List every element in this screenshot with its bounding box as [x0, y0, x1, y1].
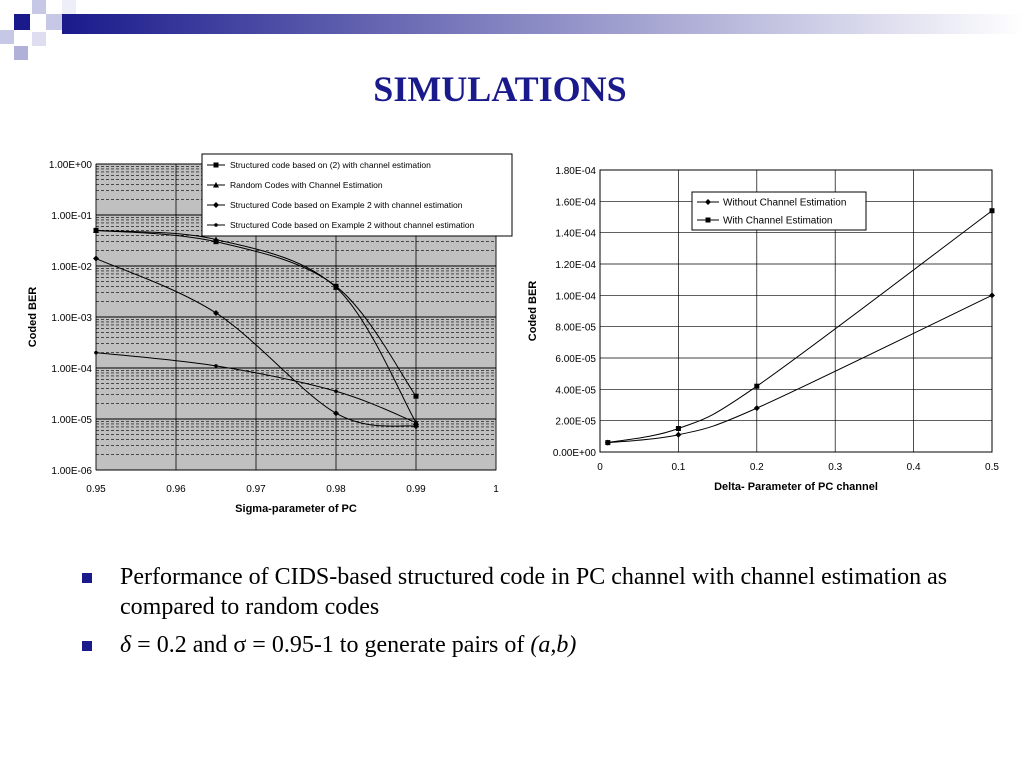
legend-marker — [705, 217, 711, 223]
y-tick-label: 1.00E-06 — [51, 466, 92, 477]
bullet-text: = 0.2 and σ = 0.95-1 to generate pairs o… — [131, 632, 531, 658]
series-2 — [93, 227, 419, 426]
series-3 — [93, 255, 419, 430]
legend-marker — [214, 223, 218, 227]
series-2 — [605, 208, 995, 446]
legend-box — [201, 153, 513, 237]
ber-vs-delta-chart: 0.00E+00 2.00E-05 4.00E-05 6.00E-05 8.00E-05… — [527, 166, 999, 493]
bullet-square-icon — [82, 573, 92, 583]
delta-symbol: δ — [120, 632, 132, 658]
data-point — [213, 309, 219, 316]
bullet-list: Performance of CIDS-based structured cod… — [82, 562, 982, 668]
deco-square — [32, 0, 46, 14]
series-line — [95, 352, 417, 424]
y-tick-label: 1.00E+00 — [49, 160, 93, 171]
x-tick-label: 0 — [597, 462, 603, 473]
y-axis-label: Coded BER — [527, 281, 539, 342]
series-line — [95, 229, 417, 397]
x-tick-label: 0.98 — [326, 484, 346, 495]
x-tick-label: 0.1 — [671, 462, 685, 473]
deco-square — [14, 46, 28, 60]
data-point — [334, 389, 338, 394]
data-point — [754, 383, 760, 389]
y-tick-label: 1.20E-04 — [555, 260, 596, 271]
legend-entry: Without Channel Estimation — [723, 198, 846, 209]
pair-ab: (a,b) — [530, 632, 577, 658]
ber-vs-sigma-chart: 1.00E+00 1.00E-01 1.00E-02 1.00E-03 1.00E-04… — [27, 153, 513, 515]
x-tick-label: 0.5 — [985, 462, 999, 473]
legend-entry: Random Codes with Channel Estimation — [230, 180, 383, 190]
data-point — [93, 255, 99, 262]
y-tick-label: 1.00E-02 — [51, 262, 92, 273]
legend: Structured code based on (2) with channe… — [201, 153, 513, 237]
data-point — [605, 440, 611, 446]
data-point — [333, 410, 339, 417]
series-4 — [94, 350, 418, 425]
series-line — [95, 258, 417, 427]
y-tick-label: 4.00E-05 — [555, 385, 596, 396]
deco-square — [0, 30, 14, 44]
y-tick-label: 1.00E-03 — [51, 313, 92, 324]
deco-square — [32, 32, 46, 46]
legend-entry: Structured Code based on Example 2 witho… — [230, 220, 475, 230]
data-point — [989, 292, 995, 299]
data-point — [989, 208, 995, 214]
data-point — [675, 426, 681, 431]
data-point — [414, 420, 418, 425]
legend-marker — [213, 202, 219, 208]
bullet-item: Performance of CIDS-based structured cod… — [82, 562, 982, 622]
data-point — [413, 393, 419, 399]
data-point — [675, 431, 682, 438]
legend-entry: Structured code based on (2) with channe… — [230, 160, 431, 170]
x-axis-label: Delta- Parameter of PC channel — [714, 481, 878, 493]
x-tick-label: 0.96 — [166, 484, 186, 495]
data-point — [753, 405, 760, 412]
legend-entry: Structured Code based on Example 2 with … — [230, 200, 463, 210]
deco-square — [14, 14, 30, 30]
y-tick-label: 2.00E-05 — [555, 417, 596, 428]
legend-entry: With Channel Estimation — [723, 216, 833, 227]
x-axis-label: Sigma-parameter of PC — [235, 503, 357, 515]
y-tick-label: 8.00E-05 — [555, 323, 596, 334]
y-axis-label: Coded BER — [27, 287, 39, 348]
bullet-text: Performance of CIDS-based structured cod… — [120, 564, 948, 620]
series-line — [607, 210, 993, 444]
bullet-item: δ = 0.2 and σ = 0.95-1 to generate pairs… — [82, 630, 982, 660]
y-tick-label: 1.60E-04 — [555, 197, 596, 208]
y-tick-label: 0.00E+00 — [553, 448, 597, 459]
x-tick-label: 0.97 — [246, 484, 266, 495]
legend: Without Channel Estimation With Channel E… — [691, 191, 867, 231]
series-line — [95, 229, 417, 423]
x-tick-label: 0.3 — [828, 462, 842, 473]
legend-marker — [213, 162, 219, 168]
data-point — [333, 284, 339, 290]
y-tick-label: 1.00E-01 — [51, 211, 92, 222]
x-tick-label: 0.99 — [406, 484, 426, 495]
bullet-square-icon — [82, 641, 92, 651]
data-point — [214, 364, 218, 368]
legend-box — [691, 191, 867, 231]
y-tick-label: 1.00E-05 — [51, 415, 92, 426]
x-tick-label: 1 — [493, 484, 499, 495]
x-tick-label: 0.95 — [86, 484, 106, 495]
legend-marker — [213, 182, 219, 188]
x-tick-label: 0.2 — [750, 462, 764, 473]
y-tick-label: 1.00E-04 — [51, 364, 92, 375]
legend-marker — [705, 199, 711, 205]
y-tick-label: 1.40E-04 — [555, 229, 596, 240]
y-tick-label: 1.00E-04 — [555, 291, 596, 302]
slide-title: SIMULATIONS — [373, 69, 627, 109]
header-gradient-bar — [62, 14, 1024, 34]
series-line — [607, 294, 993, 444]
y-tick-label: 6.00E-05 — [555, 354, 596, 365]
data-point — [413, 423, 419, 430]
deco-square — [62, 0, 76, 14]
y-tick-label: 1.80E-04 — [555, 166, 596, 177]
deco-square — [46, 14, 62, 30]
data-point — [93, 227, 99, 233]
x-tick-label: 0.4 — [907, 462, 921, 473]
data-point — [213, 236, 219, 243]
data-point — [94, 350, 98, 355]
slide-decoration — [0, 0, 1024, 60]
